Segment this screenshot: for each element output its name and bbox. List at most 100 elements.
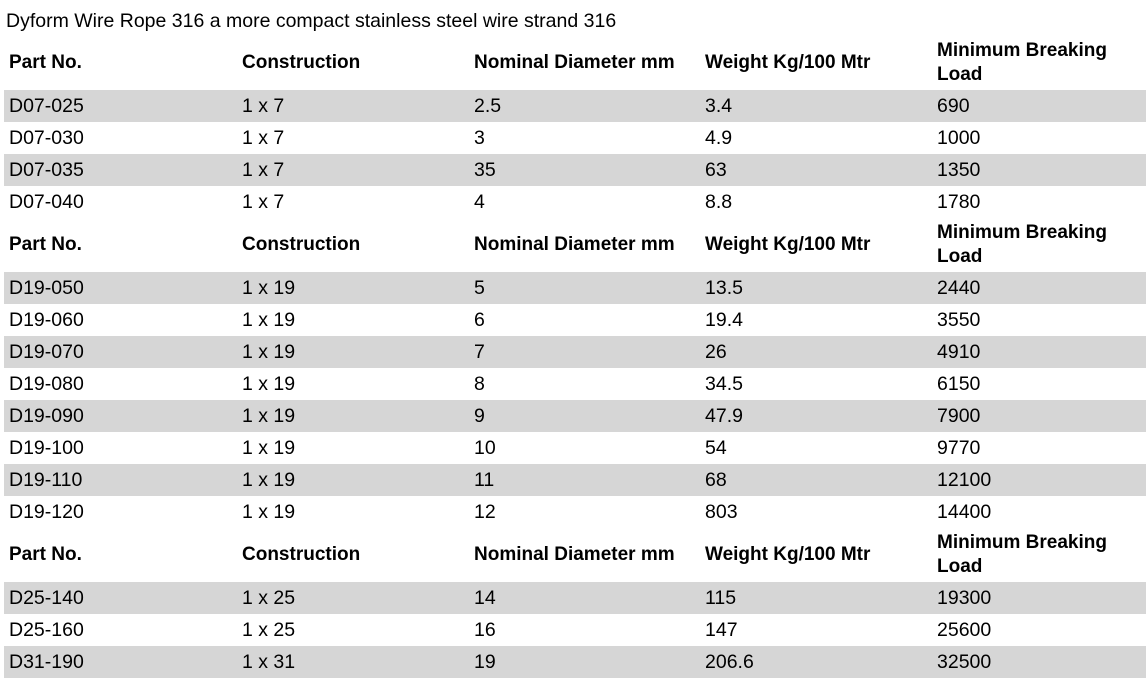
table-row: D07-025 1 x 7 2.5 3.4 690	[4, 90, 1146, 122]
header-nominal-diameter: Nominal Diameter mm	[474, 234, 675, 255]
cell-part-no: D19-120	[9, 500, 84, 523]
header-construction: Construction	[242, 234, 361, 255]
cell-min-breaking-load: 1780	[937, 190, 981, 213]
header-part-no: Part No.	[9, 544, 82, 565]
cell-weight: 63	[700, 154, 932, 186]
table-row: D31-190 1 x 31 19 206.6 32500	[4, 646, 1146, 678]
table-row: D19-060 1 x 19 6 19.4 3550	[4, 304, 1146, 336]
header-row: Part No. Construction Nominal Diameter mm W…	[4, 218, 1146, 272]
cell-part-no: D07-035	[4, 154, 237, 186]
cell-nominal-diameter: 11	[469, 464, 700, 496]
header-construction: Construction	[242, 52, 361, 73]
header-nominal-diameter: Nominal Diameter mm	[474, 52, 675, 73]
cell-construction: 1 x 19	[242, 372, 296, 395]
cell-nominal-diameter: 6	[474, 308, 485, 331]
cell-part-no: D25-140	[4, 582, 237, 614]
cell-weight: 3.4	[700, 90, 932, 122]
cell-weight: 13.5	[700, 272, 932, 304]
cell-weight: 4.9	[705, 126, 733, 149]
cell-nominal-diameter: 12	[474, 500, 496, 523]
cell-min-breaking-load: 25600	[937, 618, 992, 641]
cell-part-no: D19-080	[9, 372, 84, 395]
cell-nominal-diameter: 8	[474, 372, 485, 395]
cell-weight: 115	[700, 582, 932, 614]
cell-part-no: D19-100	[9, 436, 84, 459]
cell-min-breaking-load: 7900	[932, 400, 1146, 432]
cell-construction: 1 x 7	[242, 190, 285, 213]
page-title: Dyform Wire Rope 316 a more compact stai…	[6, 10, 617, 32]
cell-part-no: D19-070	[4, 336, 237, 368]
cell-construction: 1 x 7	[242, 126, 285, 149]
cell-construction: 1 x 25	[237, 582, 469, 614]
cell-part-no: D19-090	[4, 400, 237, 432]
header-min-breaking-load: Minimum Breaking Load	[937, 40, 1107, 85]
table-row: D19-090 1 x 19 9 47.9 7900	[4, 400, 1146, 432]
header-row: Part No. Construction Nominal Diameter mm W…	[4, 528, 1146, 582]
header-nominal-diameter: Nominal Diameter mm	[474, 544, 675, 565]
cell-min-breaking-load: 1350	[932, 154, 1146, 186]
cell-weight: 68	[700, 464, 932, 496]
header-weight: Weight Kg/100 Mtr	[705, 234, 871, 255]
cell-weight: 26	[700, 336, 932, 368]
cell-min-breaking-load: 9770	[937, 436, 981, 459]
cell-construction: 1 x 7	[237, 154, 469, 186]
table-row: D07-030 1 x 7 3 4.9 1000	[4, 122, 1146, 154]
wire-rope-spec-table: Part No. Construction Nominal Diameter mm W…	[4, 36, 1146, 678]
header-construction: Construction	[242, 544, 361, 565]
table-row: D19-050 1 x 19 5 13.5 2440	[4, 272, 1146, 304]
cell-min-breaking-load: 12100	[932, 464, 1146, 496]
table-row: D19-080 1 x 19 8 34.5 6150	[4, 368, 1146, 400]
cell-weight: 34.5	[705, 372, 743, 395]
table-row: D19-120 1 x 19 12 803 14400	[4, 496, 1146, 528]
header-weight: Weight Kg/100 Mtr	[705, 544, 871, 565]
cell-min-breaking-load: 32500	[932, 646, 1146, 678]
cell-part-no: D07-040	[9, 190, 84, 213]
cell-part-no: D07-025	[4, 90, 237, 122]
cell-weight: 47.9	[700, 400, 932, 432]
cell-min-breaking-load: 6150	[937, 372, 981, 395]
cell-min-breaking-load: 19300	[932, 582, 1146, 614]
table-row: D25-140 1 x 25 14 115 19300	[4, 582, 1146, 614]
cell-construction: 1 x 7	[237, 90, 469, 122]
cell-nominal-diameter: 16	[474, 618, 496, 641]
cell-min-breaking-load: 1000	[937, 126, 981, 149]
cell-nominal-diameter: 19	[469, 646, 700, 678]
table-row: D19-110 1 x 19 11 68 12100	[4, 464, 1146, 496]
cell-nominal-diameter: 35	[469, 154, 700, 186]
cell-nominal-diameter: 14	[469, 582, 700, 614]
cell-construction: 1 x 19	[237, 400, 469, 432]
cell-min-breaking-load: 690	[932, 90, 1146, 122]
cell-construction: 1 x 19	[237, 336, 469, 368]
cell-weight: 803	[705, 500, 738, 523]
cell-min-breaking-load: 4910	[932, 336, 1146, 368]
header-min-breaking-load: Minimum Breaking Load	[937, 532, 1107, 577]
header-part-no: Part No.	[9, 52, 82, 73]
cell-nominal-diameter: 9	[469, 400, 700, 432]
cell-part-no: D31-190	[4, 646, 237, 678]
cell-nominal-diameter: 7	[469, 336, 700, 368]
header-min-breaking-load: Minimum Breaking Load	[937, 222, 1107, 267]
cell-construction: 1 x 19	[242, 500, 296, 523]
cell-part-no: D19-060	[9, 308, 84, 331]
header-row: Part No. Construction Nominal Diameter mm W…	[4, 36, 1146, 90]
header-part-no: Part No.	[9, 234, 82, 255]
cell-weight: 206.6	[700, 646, 932, 678]
cell-weight: 19.4	[705, 308, 743, 331]
cell-nominal-diameter: 2.5	[469, 90, 700, 122]
cell-construction: 1 x 19	[242, 436, 296, 459]
cell-part-no: D19-110	[4, 464, 237, 496]
cell-construction: 1 x 19	[237, 272, 469, 304]
cell-construction: 1 x 31	[237, 646, 469, 678]
table-row: D19-100 1 x 19 10 54 9770	[4, 432, 1146, 464]
cell-part-no: D07-030	[9, 126, 84, 149]
table-row: D07-040 1 x 7 4 8.8 1780	[4, 186, 1146, 218]
cell-weight: 8.8	[705, 190, 733, 213]
table-row: D07-035 1 x 7 35 63 1350	[4, 154, 1146, 186]
header-weight: Weight Kg/100 Mtr	[705, 52, 871, 73]
cell-min-breaking-load: 3550	[937, 308, 981, 331]
cell-nominal-diameter: 5	[469, 272, 700, 304]
table-row: D19-070 1 x 19 7 26 4910	[4, 336, 1146, 368]
table-row: D25-160 1 x 25 16 147 25600	[4, 614, 1146, 646]
cell-min-breaking-load: 2440	[932, 272, 1146, 304]
cell-part-no: D25-160	[9, 618, 84, 641]
